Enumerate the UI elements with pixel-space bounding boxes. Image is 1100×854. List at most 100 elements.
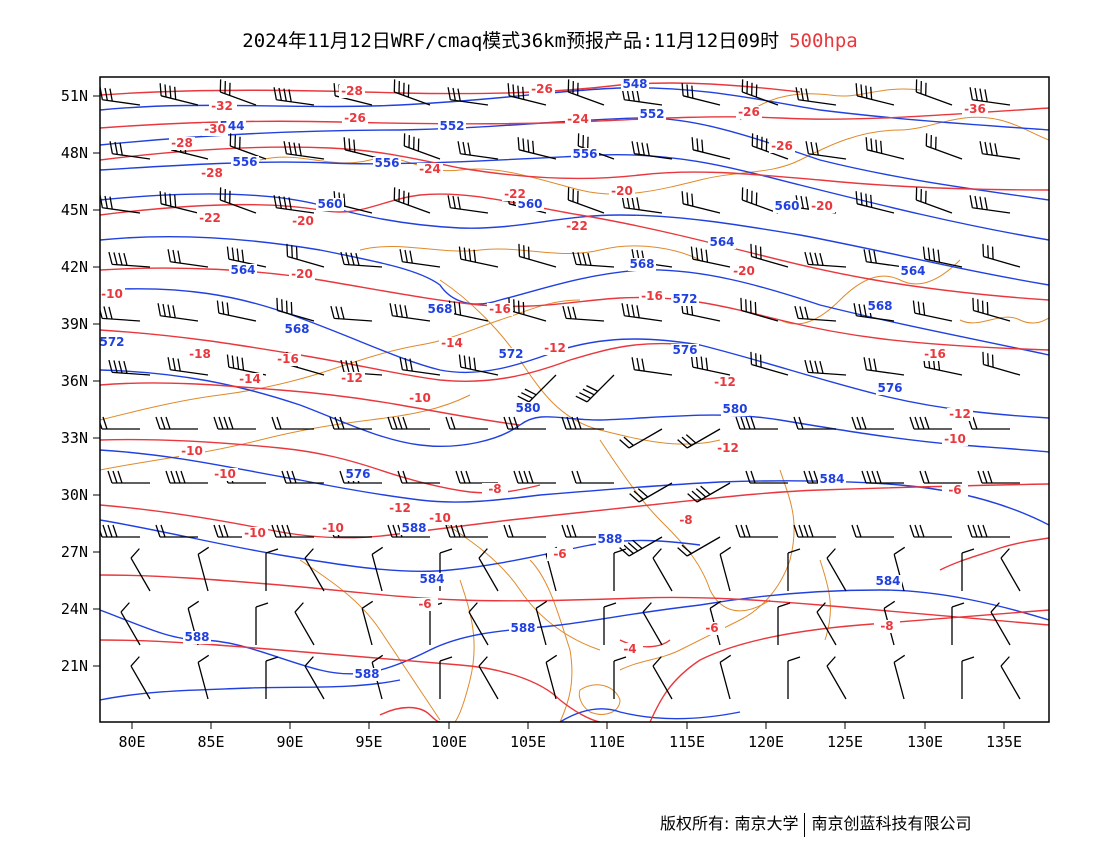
- wind-barb: [330, 305, 373, 322]
- temp-contour-label: -24: [567, 112, 589, 126]
- temp-label-bg: [199, 167, 225, 180]
- wind-barb: [1000, 656, 1021, 700]
- height-label-bg: [373, 157, 401, 170]
- height-contour-label: 568: [629, 257, 654, 271]
- temp-label-bg: [529, 83, 555, 96]
- wind-barb: [100, 524, 140, 538]
- height-contour-label: 576: [877, 381, 902, 395]
- wind-barb: [909, 416, 952, 430]
- wind-barb: [990, 602, 1011, 646]
- lat-tick-label: 30N: [61, 486, 88, 504]
- wind-barb: [517, 374, 557, 403]
- temp-label-bg: [342, 112, 368, 125]
- temp-contour-label: -26: [771, 139, 793, 153]
- temp-contour-label: -6: [553, 547, 566, 561]
- lon-tick-label: 130E: [907, 733, 943, 751]
- height-label-bg: [183, 631, 211, 644]
- wind-barb: [719, 546, 732, 592]
- wind-barb: [750, 243, 789, 268]
- wind-barb: [613, 548, 627, 591]
- temp-label-bg: [100, 288, 125, 301]
- height-label-bg: [866, 300, 894, 313]
- height-label-bg: [509, 622, 537, 635]
- temp-contour-label: -16: [641, 289, 663, 303]
- lat-tick-label: 21N: [61, 657, 88, 675]
- wind-barb: [893, 546, 906, 592]
- wind-barb: [893, 654, 906, 700]
- wind-barb: [361, 600, 374, 646]
- height-contour-label: 548: [622, 77, 647, 91]
- wind-barb: [397, 470, 440, 484]
- temp-label-bg: [209, 100, 235, 113]
- wind-barb: [445, 416, 488, 430]
- wind-barb: [982, 351, 1021, 376]
- height-label-bg: [899, 265, 927, 278]
- temp-label-bg: [202, 123, 228, 136]
- height-contour-label: 568: [427, 302, 452, 316]
- wind-barb: [961, 548, 975, 591]
- wind-barb: [403, 133, 441, 160]
- wind-barb: [393, 187, 431, 214]
- temp-label-bg: [502, 188, 528, 201]
- temp-label-bg: [212, 468, 238, 481]
- temp-contour-label: -14: [239, 372, 261, 386]
- wind-barb: [333, 191, 373, 214]
- wind-barb: [972, 297, 1011, 322]
- temp-label-bg: [187, 348, 213, 361]
- temp-label-bg: [731, 265, 757, 278]
- height-contour-label: 572: [498, 347, 523, 361]
- height-label-bg: [231, 156, 259, 169]
- temp-contour-label: -20: [611, 184, 633, 198]
- lon-tick-label: 120E: [748, 733, 784, 751]
- wind-barb: [690, 354, 731, 376]
- temp-contour-label: -8: [488, 482, 501, 496]
- temp-label-bg: [320, 522, 346, 535]
- wind-barb: [197, 654, 210, 700]
- wind-barb: [468, 602, 489, 646]
- wind-barb: [719, 654, 732, 700]
- lat-tick-label: 48N: [61, 144, 88, 162]
- wind-barb: [100, 305, 141, 322]
- wind-barb: [681, 83, 721, 106]
- wind-barb: [130, 656, 151, 700]
- wind-barb: [399, 249, 441, 268]
- temp-label-bg: [942, 433, 968, 446]
- wind-barb: [155, 524, 198, 538]
- lat-tick-label: 36N: [61, 372, 88, 390]
- wind-barb: [909, 524, 952, 538]
- temp-contour-label: -6: [948, 483, 961, 497]
- temp-contour-label: -26: [531, 82, 553, 96]
- wind-barb: [979, 141, 1021, 160]
- wind-barb: [561, 416, 604, 430]
- temp-contour-label: -22: [199, 211, 221, 225]
- height-contour-label: 588: [510, 621, 535, 635]
- boundary-lines: [100, 88, 1049, 722]
- temp-contour-label: -8: [880, 619, 893, 633]
- wind-barb: [816, 602, 837, 646]
- wind-barb: [853, 303, 895, 322]
- wind-barb: [387, 416, 430, 430]
- height-label-bg: [497, 348, 525, 361]
- height-label-bg: [876, 382, 904, 395]
- lat-tick-label: 27N: [61, 543, 88, 561]
- wind-barb: [458, 354, 499, 376]
- lon-tick-label: 85E: [197, 733, 224, 751]
- temp-contour-label: -10: [244, 526, 266, 540]
- lon-tick-label: 115E: [669, 733, 705, 751]
- wind-barb: [283, 141, 325, 160]
- wind-barb: [447, 195, 489, 214]
- temp-label-bg: [289, 268, 315, 281]
- height-contour-label: 584: [419, 572, 444, 586]
- temp-label-bg: [922, 348, 948, 361]
- height-label-bg: [708, 236, 736, 249]
- wind-barb: [393, 79, 431, 106]
- height-label-bg: [596, 533, 624, 546]
- copyright-owner: 版权所有: 南京大学: [660, 814, 799, 833]
- wind-barb: [969, 195, 1011, 214]
- temp-label-bg: [387, 502, 413, 515]
- wind-barb: [371, 546, 384, 592]
- lon-tick-label: 95E: [355, 733, 382, 751]
- wind-barb: [167, 249, 209, 268]
- temp-contour-label: -12: [717, 441, 739, 455]
